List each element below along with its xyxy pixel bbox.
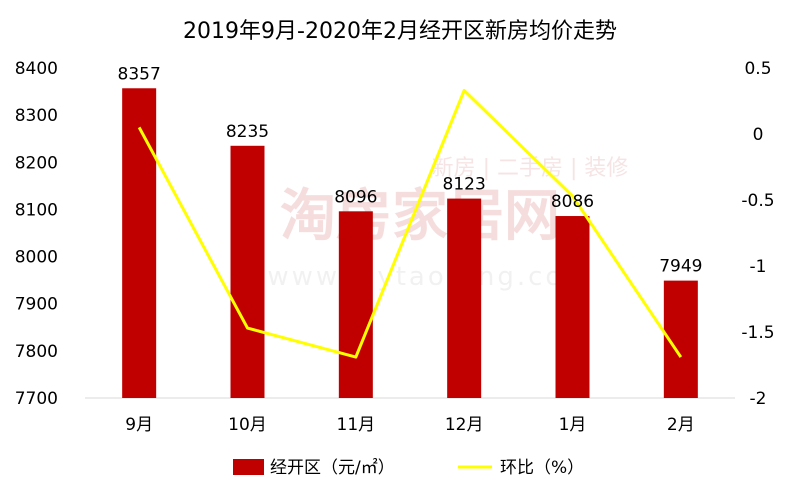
bar	[339, 211, 373, 398]
bar	[231, 146, 265, 398]
x-tick-label: 10月	[228, 415, 267, 435]
y-left-tick-label: 7700	[15, 389, 58, 409]
bar	[556, 216, 590, 398]
y-left-tick-label: 8000	[15, 248, 58, 268]
bar-data-label: 8357	[118, 64, 161, 84]
bar-data-label: 8235	[226, 122, 269, 142]
legend-bar-swatch	[233, 459, 264, 475]
line-layer	[139, 90, 681, 357]
bar-data-label: 8086	[551, 192, 594, 212]
x-tick-label: 11月	[337, 415, 376, 435]
y-left-tick-label: 8300	[15, 106, 58, 126]
y-left-tick-label: 8400	[15, 59, 58, 79]
bar-data-label: 8096	[334, 187, 377, 207]
bar	[122, 88, 156, 398]
y-right-tick-label: 0	[753, 125, 764, 145]
line-series	[139, 90, 681, 357]
bar-data-label: 7949	[659, 257, 702, 277]
x-tick-label: 2月	[667, 415, 695, 435]
y-right-tick-label: -1	[750, 257, 767, 277]
watermark-brand: 淘房家居网	[280, 184, 560, 249]
legend-bar-label: 经开区（元/㎡）	[270, 458, 395, 478]
y-left-tick-label: 7900	[15, 295, 58, 315]
x-tick-label: 9月	[125, 415, 153, 435]
legend: 经开区（元/㎡） 环比（%）	[233, 458, 584, 478]
bar-data-label: 8123	[443, 175, 486, 195]
y-right-tick-label: -1.5	[741, 323, 774, 343]
watermark-url: www.mytaofang.com	[267, 262, 592, 292]
x-tick-label: 12月	[445, 415, 484, 435]
y-left-tick-label: 8100	[15, 200, 58, 220]
bar	[447, 199, 481, 398]
y-left-tick-label: 8200	[15, 153, 58, 173]
y-left-tick-label: 7800	[15, 342, 58, 362]
y-right-tick-label: -2	[750, 389, 767, 409]
chart-title: 2019年9月-2020年2月经开区新房均价走势	[183, 19, 617, 44]
y-right-tick-label: -0.5	[741, 191, 774, 211]
y-right-tick-label: 0.5	[744, 59, 771, 79]
x-tick-label: 1月	[559, 415, 587, 435]
legend-line-label: 环比（%）	[500, 458, 584, 478]
